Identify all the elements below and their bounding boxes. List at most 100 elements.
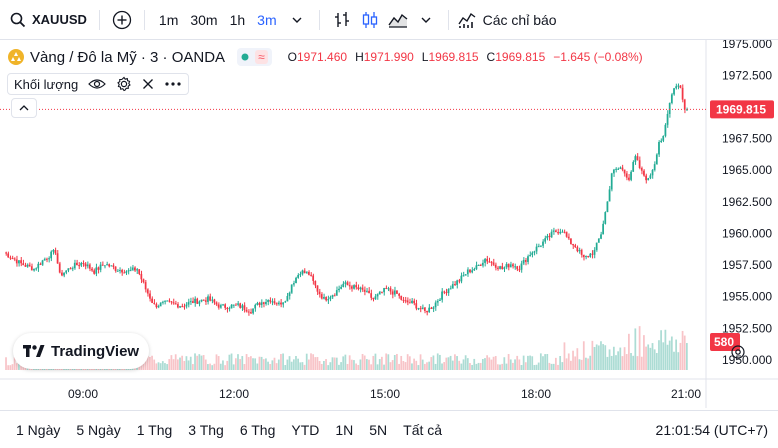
volume-bar [591,340,594,370]
candle-body [342,283,345,287]
interval-1m[interactable]: 1m [158,11,179,28]
divider [318,9,320,30]
chart-grid [0,40,778,408]
volume-bar [462,359,465,370]
candle-body [292,283,295,285]
candle-body [527,256,529,262]
volume-bar [273,357,276,370]
range-ytd[interactable]: YTD [291,421,320,438]
gear-ring [731,345,745,359]
more-icon[interactable] [164,81,182,87]
collapse-legend-button[interactable] [11,98,37,118]
candle-body [501,266,504,270]
volume-bar [237,354,239,370]
volume-bar [576,348,579,370]
indicators-label: Các chỉ báo [482,11,557,28]
candle-body [587,256,589,258]
candle-body [39,263,42,265]
axis-settings-gear-icon[interactable] [731,345,745,359]
symbol-title[interactable]: Vàng / Đô la Mỹ · 3 · OANDA [30,48,226,66]
candle-body [22,263,25,266]
volume-bar [675,339,678,370]
candle-body [655,154,658,165]
market-status-badge[interactable]: ≈ [237,48,272,66]
interval-dropdown-button[interactable] [283,6,311,34]
range-1-year[interactable]: 1N [335,421,354,438]
candle-body [118,269,121,271]
candle-body [125,271,128,274]
candle-body [638,160,641,168]
candle-body [458,280,461,282]
candle-body [473,269,476,271]
candle-body [176,304,179,308]
volume-bar [561,362,564,370]
interval-1h[interactable]: 1h [229,11,246,28]
candle-body [552,230,555,232]
candles-chart-type-button[interactable] [356,6,384,34]
candle-body [417,308,420,310]
indicators-icon [458,12,476,28]
volume-bar [666,344,669,370]
clock-timezone[interactable]: 21:01:54 (UTC+7) [655,421,768,438]
candle-body [434,302,437,308]
volume-bar [683,335,686,370]
volume-bar [664,329,667,370]
candle-body [561,231,564,233]
volume-bar [151,355,153,370]
range-1-month[interactable]: 1 Thg [136,421,173,438]
volume-bar [668,340,671,370]
volume-bar [679,342,682,370]
volume-bar [170,355,173,370]
range-6-months[interactable]: 6 Thg [239,421,276,438]
tradingview-logo[interactable]: TradingView [13,333,150,369]
candle-body [301,270,304,275]
range-3-months[interactable]: 3 Thg [188,421,224,438]
volume-bar [383,364,385,370]
candle-body [503,267,506,270]
bar-chart-type-button[interactable] [328,6,356,34]
price-tick-label: 1957.500 [722,258,772,272]
interval-3m[interactable]: 3m [257,11,277,28]
volume-bar [548,362,551,370]
volume-bar [265,358,267,370]
candle-body [597,238,600,243]
candle-body [245,309,248,312]
candle-body [295,277,297,284]
interval-30m[interactable]: 30m [190,11,218,28]
candle-body [78,265,80,267]
volume-bar [686,343,688,370]
candle-body [286,295,289,302]
volume-bar [217,356,220,370]
eye-icon[interactable] [88,77,107,91]
volume-bar [269,364,272,370]
close-value: 1969.815 [495,50,546,64]
indicators-button[interactable]: Các chỉ báo [457,10,557,30]
volume-bar [623,347,626,370]
range-5-days[interactable]: 5 Ngày [76,421,121,438]
volume-bar [443,362,446,370]
volume-bar [535,364,538,370]
volume-bar [531,356,534,370]
range-all[interactable]: Tất cả [403,421,443,438]
volume-bar [196,355,199,370]
candle-body [54,249,57,254]
range-1-day[interactable]: 1 Ngày [16,421,61,438]
volume-bar [209,363,211,370]
volume-bar [286,359,289,370]
volume-bar [157,362,160,370]
gear-icon[interactable] [116,76,132,92]
volume-legend[interactable]: Khối lượng [7,73,190,95]
candle-body [385,287,388,289]
symbol-search[interactable]: XAUUSD [10,12,87,28]
close-icon[interactable] [142,78,154,90]
price-tick-label: 1975.000 [722,40,772,51]
candle-body [602,223,604,235]
chart-type-dropdown-button[interactable] [412,6,440,34]
volume-bar [527,355,529,370]
area-chart-type-button[interactable] [384,6,412,34]
volume-bar [342,356,345,370]
range-5-years[interactable]: 5N [369,421,388,438]
candle-body [50,251,52,259]
candle-body [95,267,98,274]
compare-button[interactable] [108,6,136,34]
